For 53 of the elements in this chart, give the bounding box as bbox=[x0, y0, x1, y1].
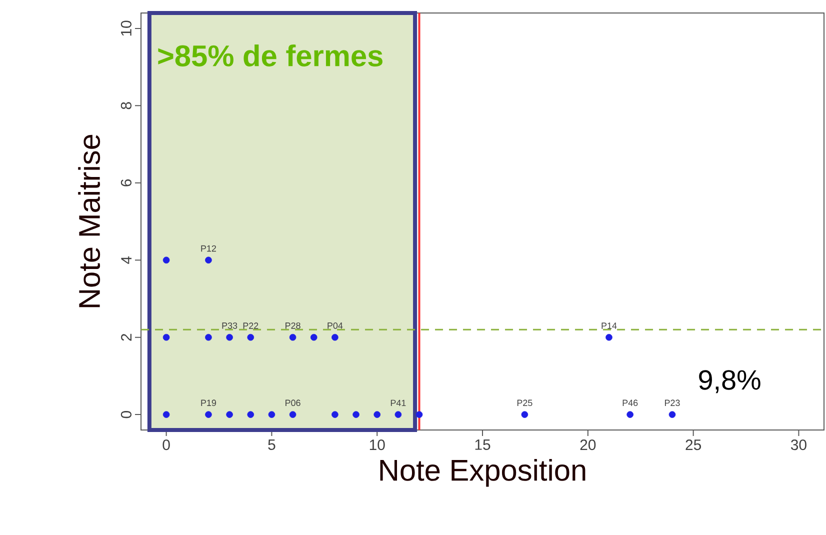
annotation: P23 bbox=[664, 400, 680, 406]
annotation: P14 bbox=[602, 322, 617, 329]
point bbox=[332, 334, 338, 341]
point bbox=[205, 256, 212, 264]
point bbox=[289, 334, 296, 341]
point bbox=[332, 411, 338, 418]
x-axis-title: Note Exposition bbox=[380, 458, 586, 487]
y-tick-label: 10 bbox=[120, 20, 132, 36]
x-tick-label: 10 bbox=[370, 440, 385, 450]
point bbox=[226, 334, 233, 341]
y-tick-label: 4 bbox=[121, 256, 132, 264]
annotation: P33 bbox=[222, 322, 238, 329]
point bbox=[226, 411, 233, 418]
annotation: P19 bbox=[201, 400, 216, 406]
annotation: P46 bbox=[622, 400, 638, 406]
point bbox=[352, 411, 360, 418]
point bbox=[521, 411, 528, 418]
point bbox=[247, 411, 254, 418]
x-tick-label: 5 bbox=[268, 440, 276, 450]
point bbox=[310, 334, 318, 341]
y-tick-label: 8 bbox=[120, 102, 132, 110]
y-tick-label: 0 bbox=[120, 410, 132, 418]
y-tick-label: 2 bbox=[121, 334, 132, 341]
point bbox=[394, 411, 402, 418]
band-label: >85% de fermes bbox=[158, 44, 382, 66]
point bbox=[416, 411, 423, 418]
x-tick-label: 30 bbox=[790, 440, 806, 450]
point bbox=[205, 411, 212, 418]
annotation: 9,8% bbox=[699, 370, 760, 394]
y-tick-label: 6 bbox=[120, 179, 132, 186]
point bbox=[668, 411, 676, 418]
annotation: P04 bbox=[328, 322, 343, 329]
point bbox=[268, 411, 276, 418]
point bbox=[162, 411, 170, 418]
point bbox=[374, 411, 381, 418]
x-tick-label: 25 bbox=[686, 440, 701, 450]
annotation: P12 bbox=[201, 245, 216, 252]
point bbox=[247, 334, 254, 341]
point bbox=[205, 334, 212, 341]
point bbox=[289, 411, 296, 418]
point bbox=[626, 411, 634, 418]
annotation: P06 bbox=[286, 400, 300, 406]
annotation: P28 bbox=[286, 322, 300, 329]
annotation: P25 bbox=[517, 400, 532, 406]
x-tick-label: 0 bbox=[162, 440, 170, 450]
annotation: P22 bbox=[243, 322, 258, 329]
x-tick-label: 15 bbox=[475, 440, 490, 450]
point bbox=[606, 334, 612, 341]
annotation: P41 bbox=[390, 400, 406, 406]
y-axis-title: Note Maitrise bbox=[78, 134, 100, 308]
point bbox=[162, 256, 170, 264]
point bbox=[162, 334, 170, 341]
x-tick-label: 20 bbox=[580, 440, 596, 450]
